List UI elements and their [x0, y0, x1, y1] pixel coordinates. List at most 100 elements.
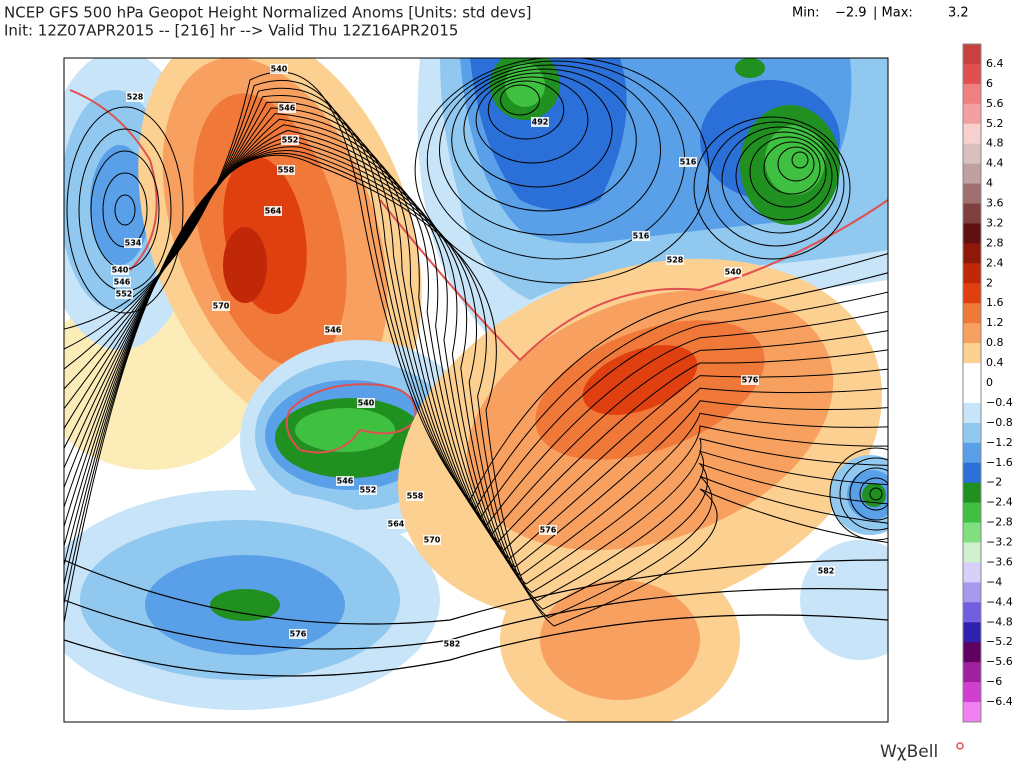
colorbar-swatch [963, 502, 981, 523]
contour-line [64, 79, 888, 510]
colorbar-label: −0.8 [986, 416, 1013, 429]
colorbar-swatch [963, 383, 981, 404]
contour-label-bg [281, 135, 299, 145]
contour-label-bg [679, 157, 697, 167]
colorbar-label: −3.6 [986, 555, 1013, 568]
colorbar-label: 1.6 [986, 296, 1004, 309]
contour-label-bg [406, 491, 424, 501]
colorbar-swatch [963, 522, 981, 543]
contour-label-bg [359, 485, 377, 495]
contour-line [500, 84, 540, 116]
contour-line [859, 477, 888, 511]
colorbar-swatch [963, 462, 981, 484]
colorbar-label: −2 [986, 476, 1002, 489]
max-value: 3.2 [948, 6, 969, 21]
contour-line [693, 116, 851, 260]
contour-label-bg [289, 629, 307, 639]
colorbar-swatch [963, 44, 981, 65]
contour-line [869, 487, 883, 501]
contour-line [64, 152, 888, 619]
colorbar-swatch [963, 103, 981, 125]
colorbar-swatch [963, 143, 981, 164]
contour-label-bg [212, 301, 230, 311]
contour-line [487, 80, 565, 140]
max-label: | Max: [873, 6, 913, 21]
contour-label: 546 [114, 278, 131, 287]
contour-line [64, 559, 888, 625]
contour-label-bg [111, 265, 129, 275]
contour-label: 516 [633, 232, 650, 241]
contour-label: 570 [213, 302, 230, 311]
contour-label: 540 [271, 65, 288, 74]
colorbar-swatch [963, 562, 981, 583]
colorbar-swatch [963, 323, 981, 344]
colorbar-swatch [963, 422, 981, 444]
colorbar-swatch [963, 243, 981, 264]
contour-label-bg [531, 117, 549, 127]
colorbar-label: 0.4 [986, 356, 1004, 369]
contour-line [749, 136, 827, 208]
contour-line [64, 71, 888, 501]
colorbar-frame [962, 43, 982, 723]
colorbar-label: −2.4 [986, 496, 1013, 509]
colorbar-swatch [963, 283, 981, 304]
contour-line [64, 154, 888, 627]
colorbar-swatch [963, 363, 981, 384]
colorbar-swatch [963, 622, 981, 643]
contour-label-bg [124, 238, 142, 248]
contour-line [64, 141, 888, 594]
contour-label-bg [126, 92, 144, 102]
colorbar-swatch [963, 223, 981, 244]
contour-label-bg [741, 375, 759, 385]
colorbar-swatch [963, 642, 981, 663]
colorbar-label: 0 [986, 376, 993, 389]
contour-line [439, 64, 661, 236]
contour-label-bg [539, 525, 557, 535]
contour-label: 576 [742, 376, 759, 385]
contour-label: 540 [725, 268, 742, 277]
colorbar-label: −4.8 [986, 615, 1013, 628]
colorbar-label: 4.4 [986, 157, 1004, 170]
colorbar-label: 2 [986, 276, 993, 289]
colorbar-swatch [963, 702, 981, 723]
contour-label: 564 [388, 520, 405, 529]
colorbar-label: −1.2 [986, 436, 1013, 449]
colorbar-label: −2.8 [986, 516, 1013, 529]
min-value: −2.9 [835, 6, 867, 21]
colorbar-label: −1.6 [986, 456, 1013, 469]
contour-label: 546 [337, 477, 354, 486]
colorbar-swatch [963, 542, 981, 563]
colorbar-swatch [963, 203, 981, 224]
colorbar-swatch [963, 682, 981, 703]
colorbar-label: 6.4 [986, 57, 1004, 70]
contour-label: 552 [282, 136, 299, 145]
contour-label-bg [278, 103, 296, 113]
contour-line [735, 131, 833, 221]
colorbar-label: −4.4 [986, 595, 1013, 608]
contour-line [64, 87, 888, 518]
contour-label-bg [113, 277, 131, 287]
colorbar-label: 3.6 [986, 197, 1004, 210]
contour-line [839, 457, 888, 531]
contour-line [849, 467, 888, 521]
contour-label: 564 [265, 207, 282, 216]
contour-label-bg [423, 535, 441, 545]
contour-line [114, 194, 136, 226]
colorbar-swatch [963, 582, 981, 603]
colorbar-swatch [963, 63, 981, 85]
contour-line [763, 141, 821, 195]
contour-label-bg [270, 64, 288, 74]
contour-label: 546 [279, 104, 296, 113]
contour-label-bg [115, 289, 133, 299]
map-frame [63, 57, 889, 723]
colorbar-label: 4.8 [986, 137, 1004, 150]
contour-line [64, 95, 888, 526]
contour-label-bg [666, 255, 684, 265]
min-label: Min: [792, 6, 819, 21]
contour-label-bg [336, 476, 354, 486]
contour-label: 552 [360, 486, 377, 495]
colorbar-label: 1.2 [986, 316, 1004, 329]
contour-line [721, 126, 839, 234]
contour-label: 552 [116, 290, 133, 299]
